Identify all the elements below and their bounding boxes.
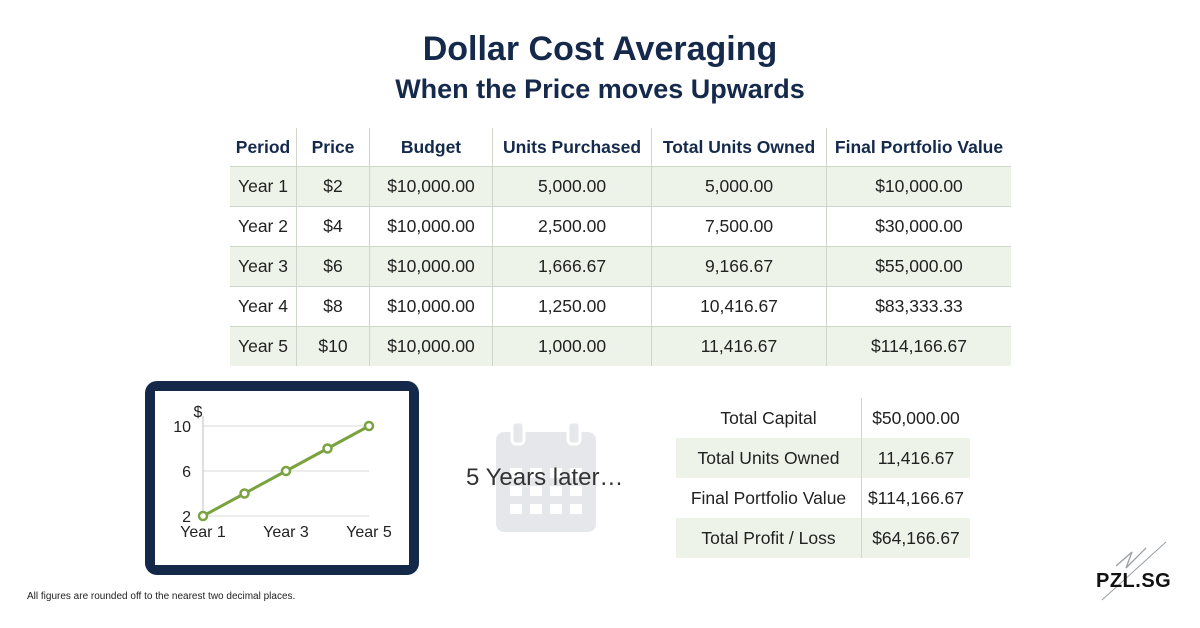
y-tick-label: 6	[182, 464, 191, 481]
data-point	[322, 443, 333, 454]
header-period: Period	[235, 136, 291, 157]
header-price: Price	[296, 128, 370, 167]
page-subtitle: When the Price moves Upwards	[395, 74, 805, 104]
footnote: All figures are rounded off to the neare…	[27, 591, 296, 602]
summary-label: Total Profit / Loss	[676, 518, 862, 558]
cell-total-units: 7,500.00	[651, 206, 827, 247]
cell-budget: $10,000.00	[369, 246, 493, 287]
table-row: Year 2 $4 $10,000.00 2,500.00 7,500.00 $…	[230, 206, 1011, 247]
cell-units-purchased: 5,000.00	[492, 166, 652, 207]
pzl-logo: PZL.SG	[1096, 538, 1176, 604]
header-final-portfolio-value: Final Portfolio Value	[826, 128, 1011, 167]
cell-portfolio-value: $55,000.00	[826, 246, 1011, 287]
summary-value: $50,000.00	[872, 407, 960, 428]
data-point	[363, 420, 375, 432]
table-row: Year 1 $2 $10,000.00 5,000.00 5,000.00 $…	[230, 166, 1011, 207]
cell-units-purchased: 1,250.00	[492, 286, 652, 327]
x-tick-label: Year 5	[346, 524, 392, 541]
summary-label: Final Portfolio Value	[676, 478, 862, 518]
summary-row: Final Portfolio Value $114,166.67	[676, 478, 970, 518]
summary-row: Total Units Owned 11,416.67	[676, 438, 970, 478]
cell-units-purchased: 1,666.67	[492, 246, 652, 287]
cell-period: Year 2	[230, 206, 297, 247]
cell-budget: $10,000.00	[369, 286, 493, 327]
price-line-chart: 2 6 10$ Year 1 Year 3 Year 5	[173, 404, 392, 541]
cell-price: $2	[296, 166, 370, 207]
cell-period: Year 5	[230, 326, 297, 366]
cell-budget: $10,000.00	[369, 166, 493, 207]
header-budget: Budget	[369, 128, 493, 167]
cell-total-units: 5,000.00	[651, 166, 827, 207]
summary-table: Total Capital $50,000.00 Total Units Own…	[676, 398, 970, 558]
header-units-purchased: Units Purchased	[492, 128, 652, 167]
cell-portfolio-value: $83,333.33	[826, 286, 1011, 327]
table-row: Year 4 $8 $10,000.00 1,250.00 10,416.67 …	[230, 286, 1011, 327]
cell-price: $10	[296, 326, 370, 366]
cell-total-units: 11,416.67	[651, 326, 827, 366]
cell-period: Year 4	[230, 286, 297, 327]
data-point	[197, 510, 209, 522]
cell-period: Year 3	[230, 246, 297, 287]
cell-budget: $10,000.00	[369, 206, 493, 247]
x-tick-label: Year 1	[180, 524, 226, 541]
data-point	[239, 488, 250, 499]
logo-signature-mark	[1101, 541, 1167, 601]
summary-label: Total Units Owned	[676, 438, 862, 478]
page-title: Dollar Cost Averaging	[422, 30, 778, 68]
table-row: Year 5 $10 $10,000.00 1,000.00 11,416.67…	[230, 326, 1011, 366]
cell-price: $4	[296, 206, 370, 247]
summary-label: Total Capital	[676, 398, 862, 438]
calendar-icon	[496, 422, 596, 532]
cell-price: $6	[296, 246, 370, 287]
cell-total-units: 9,166.67	[651, 246, 827, 287]
data-point	[280, 465, 292, 477]
summary-value: 11,416.67	[861, 438, 970, 478]
y-tick-label: 2	[182, 509, 191, 526]
table-header-row: Period Price Budget Units Purchased Tota…	[230, 128, 1011, 167]
x-tick-label: Year 3	[263, 524, 309, 541]
cell-budget: $10,000.00	[369, 326, 493, 366]
tablet-chart-frame: 2 6 10 $ Year 1 Year 3 Year 5	[145, 381, 419, 575]
y-tick-label: 10	[173, 419, 191, 436]
cell-total-units: 10,416.67	[651, 286, 827, 327]
cell-units-purchased: 1,000.00	[492, 326, 652, 366]
cell-portfolio-value: $114,166.67	[826, 326, 1011, 366]
summary-row: Total Profit / Loss $64,166.67	[676, 518, 970, 558]
cell-period: Year 1	[230, 166, 297, 207]
cell-price: $8	[296, 286, 370, 327]
header-total-units-owned: Total Units Owned	[651, 128, 827, 167]
five-years-later-text: 5 Years later…	[466, 464, 624, 491]
summary-value: $64,166.67	[861, 518, 970, 558]
cell-portfolio-value: $30,000.00	[826, 206, 1011, 247]
cell-units-purchased: 2,500.00	[492, 206, 652, 247]
logo-text: PZL.SG	[1096, 570, 1172, 592]
cell-portfolio-value: $10,000.00	[826, 166, 1011, 207]
table-row: Year 3 $6 $10,000.00 1,666.67 9,166.67 $…	[230, 246, 1011, 287]
y-axis-label: $	[194, 404, 203, 421]
summary-row: Total Capital $50,000.00	[676, 398, 970, 438]
dca-table: Period Price Budget Units Purchased Tota…	[230, 128, 1011, 366]
summary-value: $114,166.67	[867, 487, 965, 508]
chart-screen: 2 6 10 $ Year 1 Year 3 Year 5	[155, 391, 409, 565]
